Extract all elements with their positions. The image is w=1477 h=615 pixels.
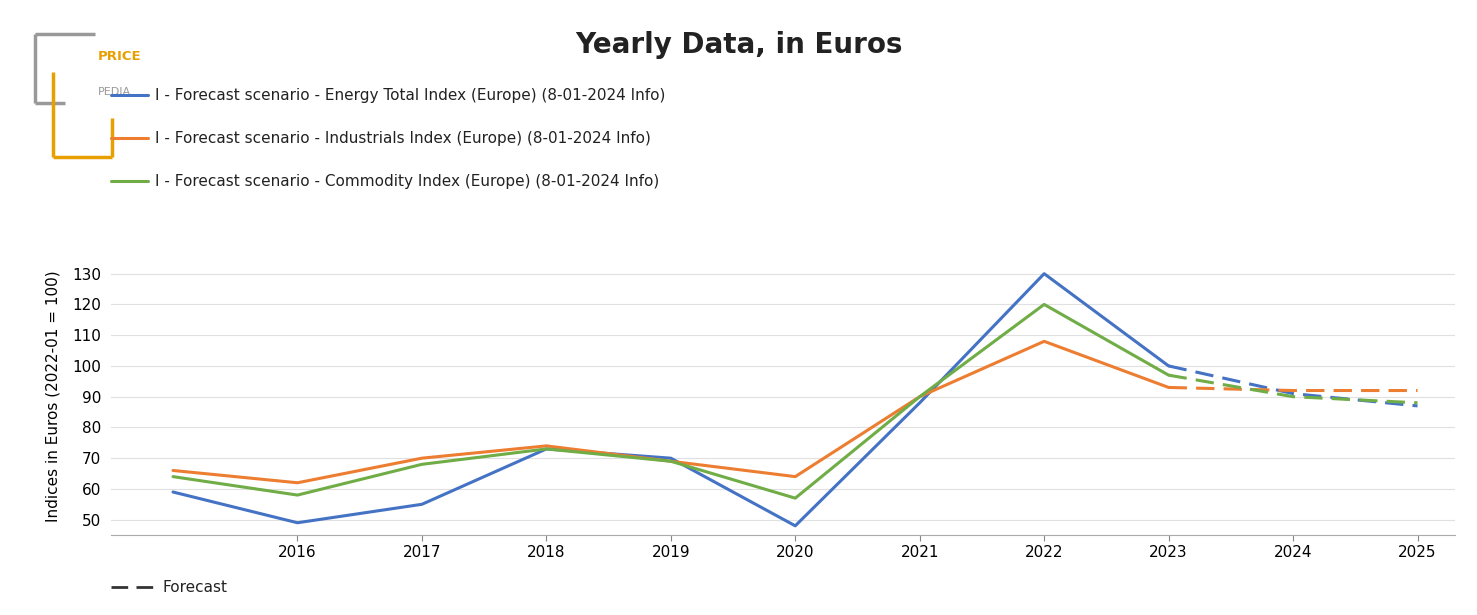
Text: Yearly Data, in Euros: Yearly Data, in Euros [575,31,902,59]
Y-axis label: Indices in Euros (2022-01 = 100): Indices in Euros (2022-01 = 100) [46,271,61,523]
Text: PRICE: PRICE [97,50,142,63]
Text: I - Forecast scenario - Commodity Index (Europe) (8-01-2024 Info): I - Forecast scenario - Commodity Index … [155,174,659,189]
Text: I - Forecast scenario - Energy Total Index (Europe) (8-01-2024 Info): I - Forecast scenario - Energy Total Ind… [155,88,666,103]
Text: Forecast: Forecast [162,580,227,595]
Text: I - Forecast scenario - Industrials Index (Europe) (8-01-2024 Info): I - Forecast scenario - Industrials Inde… [155,131,651,146]
Text: PEDIA: PEDIA [97,87,131,97]
